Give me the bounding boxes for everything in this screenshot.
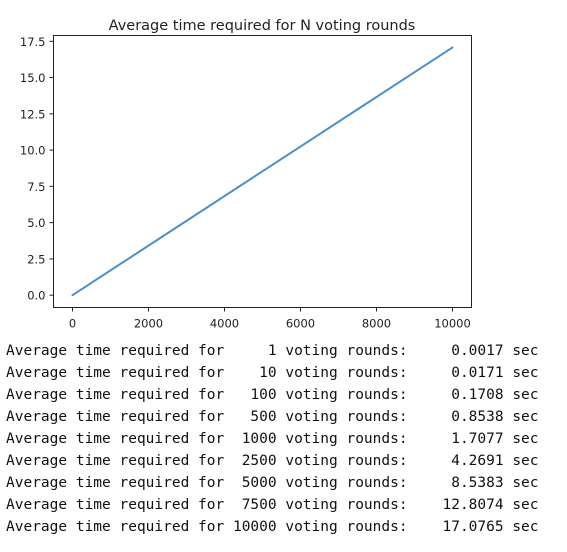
y-tick-label: 15.0 bbox=[20, 71, 46, 85]
x-tick-label: 6000 bbox=[286, 317, 315, 331]
y-tick-label: 12.5 bbox=[20, 107, 46, 121]
data-point bbox=[451, 46, 454, 49]
y-tick-label: 5.0 bbox=[27, 216, 45, 230]
output-line: Average time required for 7500 voting ro… bbox=[6, 497, 539, 513]
plot-area-frame bbox=[53, 35, 472, 308]
chart-title: Average time required for N voting round… bbox=[109, 18, 416, 34]
output-line: Average time required for 5000 voting ro… bbox=[6, 475, 539, 491]
x-axis: 0 2000 4000 6000 8000 10000 bbox=[69, 307, 471, 331]
data-point bbox=[166, 232, 169, 235]
series-layer bbox=[71, 46, 454, 297]
y-tick-label: 0.0 bbox=[27, 289, 45, 303]
line-chart-svg: Average time required for N voting round… bbox=[20, 18, 472, 331]
data-point bbox=[75, 291, 78, 294]
x-tick-label: 2000 bbox=[134, 317, 163, 331]
output-line: Average time required for 1 voting round… bbox=[6, 343, 539, 359]
output-line: Average time required for 2500 voting ro… bbox=[6, 453, 539, 469]
output-line: Average time required for 10000 voting r… bbox=[6, 519, 539, 535]
y-axis: 0.0 2.5 5.0 7.5 10.0 12.5 15.0 17.5 bbox=[20, 35, 54, 303]
data-point bbox=[90, 281, 93, 284]
data-point bbox=[109, 269, 112, 272]
y-tick-label: 7.5 bbox=[27, 180, 45, 194]
output-line: Average time required for 100 voting rou… bbox=[6, 387, 539, 403]
data-point bbox=[71, 294, 74, 296]
x-tick-label: 4000 bbox=[210, 317, 239, 331]
x-tick-label: 0 bbox=[69, 317, 76, 331]
output-line: Average time required for 10 voting roun… bbox=[6, 365, 539, 381]
output-line: Average time required for 500 voting rou… bbox=[6, 409, 539, 425]
chart: Average time required for N voting round… bbox=[20, 18, 472, 331]
y-tick-label: 2.5 bbox=[27, 252, 45, 266]
x-tick-label: 10000 bbox=[434, 317, 471, 331]
data-point bbox=[261, 170, 264, 173]
output-line: Average time required for 1000 voting ro… bbox=[6, 431, 539, 447]
y-tick-label: 17.5 bbox=[20, 35, 46, 49]
console-output: Average time required for 1 voting round… bbox=[6, 340, 561, 538]
x-tick-label: 8000 bbox=[362, 317, 391, 331]
y-tick-label: 10.0 bbox=[20, 144, 46, 158]
data-point bbox=[356, 108, 359, 111]
